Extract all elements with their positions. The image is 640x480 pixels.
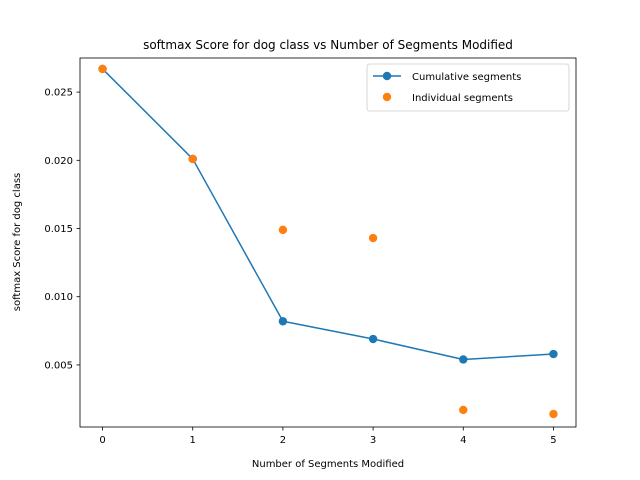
data-point bbox=[368, 233, 378, 243]
x-tick-label: 3 bbox=[370, 435, 376, 446]
chart-title: softmax Score for dog class vs Number of… bbox=[143, 38, 513, 52]
y-tick-label: 0.010 bbox=[44, 292, 73, 303]
y-axis-label: softmax Score for dog class bbox=[12, 173, 23, 312]
legend-label: Cumulative segments bbox=[412, 72, 521, 83]
y-tick-label: 0.020 bbox=[44, 156, 73, 167]
series-line bbox=[102, 68, 554, 361]
x-tick-label: 0 bbox=[99, 435, 105, 446]
data-point bbox=[459, 405, 468, 415]
x-tick-label: 1 bbox=[190, 435, 196, 446]
data-point bbox=[549, 349, 558, 359]
data-point bbox=[98, 64, 107, 74]
x-tick-label: 2 bbox=[280, 435, 286, 446]
series-2 bbox=[98, 64, 558, 419]
data-point bbox=[278, 225, 288, 235]
legend-marker bbox=[382, 71, 392, 81]
data-point bbox=[188, 154, 197, 164]
legend-label: Individual segments bbox=[412, 93, 513, 104]
x-tick-label: 4 bbox=[460, 435, 466, 446]
legend-marker bbox=[382, 92, 392, 102]
data-point bbox=[459, 355, 468, 364]
x-axis-label: Number of Segments Modified bbox=[252, 459, 404, 470]
data-point bbox=[368, 334, 378, 344]
data-point bbox=[549, 409, 558, 419]
y-tick-label: 0.015 bbox=[44, 224, 73, 235]
y-tick-label: 0.025 bbox=[44, 88, 73, 99]
plot-marks bbox=[98, 64, 558, 419]
x-axis-ticks: 0 1 2 3 4 5 bbox=[99, 427, 557, 446]
legend: Cumulative segments Individual segments bbox=[366, 63, 570, 112]
plot-frame bbox=[79, 57, 577, 428]
x-tick-label: 5 bbox=[550, 435, 556, 446]
y-axis-ticks: 0.005 0.010 0.015 0.020 0.025 bbox=[44, 88, 80, 371]
y-tick-label: 0.005 bbox=[44, 360, 73, 371]
data-point bbox=[278, 317, 288, 326]
legend-frame bbox=[366, 63, 570, 112]
